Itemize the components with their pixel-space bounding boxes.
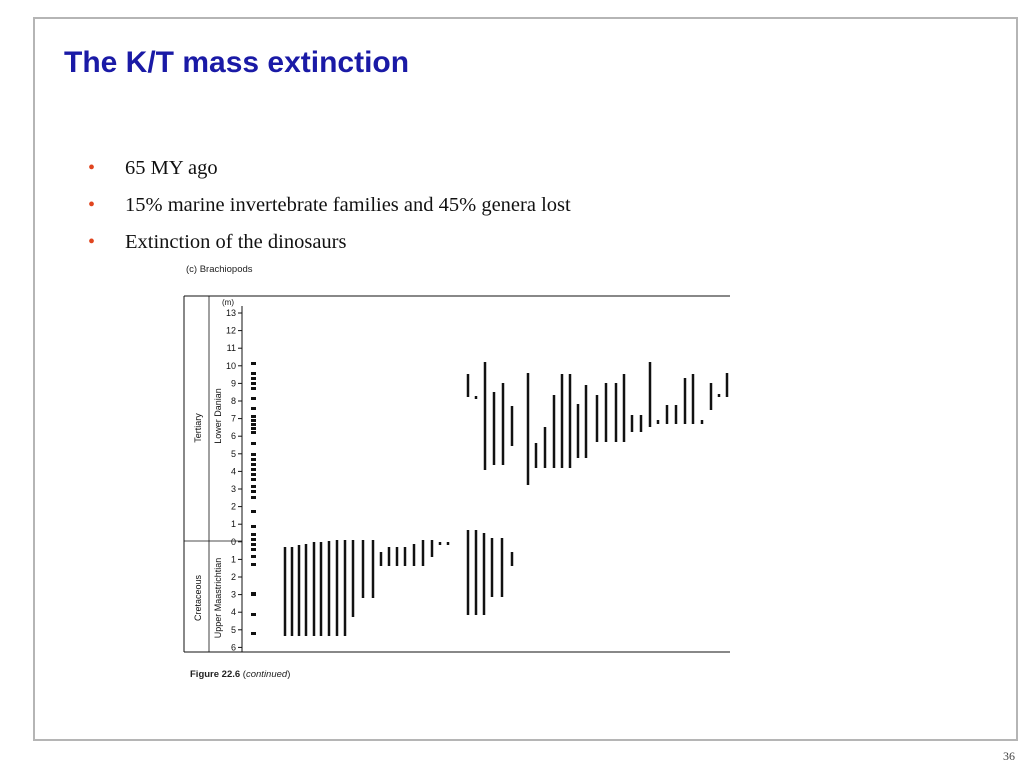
bullet-text: 15% marine invertebrate families and 45%… [125, 194, 571, 216]
figure-heading: (c) Brachiopods [186, 264, 253, 275]
period-label-tertiary: Tertiary [193, 413, 203, 443]
depth-tick-label: 5 [231, 625, 236, 635]
bullet-item: • 65 MY ago [88, 156, 571, 193]
tertiary-ranges [466, 362, 729, 485]
bullet-item: • Extinction of the dinosaurs [88, 230, 571, 267]
depth-tick-label: 1 [231, 554, 236, 564]
depth-tick-label: 4 [231, 607, 236, 617]
depth-tick-label: 6 [231, 642, 236, 652]
figure-caption-note: continued [245, 669, 288, 680]
period-label-cretaceous: Cretaceous [193, 574, 203, 621]
depth-tick-label: 4 [231, 466, 236, 476]
bullet-dot-icon: • [88, 157, 96, 179]
slide-title: The K/T mass extinction [64, 46, 410, 79]
bullet-dot-icon: • [88, 194, 96, 216]
depth-tick-label: 7 [231, 414, 236, 424]
depth-tick-label: 8 [231, 396, 236, 406]
depth-tick-label: 3 [231, 590, 236, 600]
bullet-dot-icon: • [88, 231, 96, 253]
stage-label-lower-danian: Lower Danian [213, 388, 223, 444]
bullet-text: Extinction of the dinosaurs [125, 231, 347, 253]
depth-tick-label: 11 [227, 343, 236, 353]
figure-caption-label: Figure 22.6 [190, 669, 241, 680]
slide-frame [33, 17, 1018, 741]
sample-markers [251, 362, 256, 635]
slide-number: 36 [1003, 749, 1015, 763]
depth-tick-label: 6 [231, 431, 236, 441]
depth-tick-label: 13 [226, 308, 236, 318]
depth-tick-label: 9 [231, 378, 236, 388]
cretaceous-ranges [283, 530, 514, 636]
bullet-text: 65 MY ago [125, 157, 218, 179]
depth-tick-label: 12 [226, 326, 236, 336]
stage-label-upper-maastrichtian: Upper Maastrichtian [213, 558, 223, 639]
depth-tick-label: 10 [226, 361, 236, 371]
axis-unit-label: (m) [222, 298, 234, 307]
bullet-item: • 15% marine invertebrate families and 45… [88, 193, 571, 230]
depth-tick-label: 2 [231, 572, 236, 582]
depth-tick-label: 5 [231, 449, 236, 459]
depth-tick-label: 1 [231, 519, 236, 529]
depth-tick-label: 3 [231, 484, 236, 494]
depth-tick-label: 0 [231, 537, 236, 547]
figure-caption: Figure 22.6 (continued) [190, 669, 291, 680]
bullet-list: • 65 MY ago • 15% marine invertebrate fami… [88, 156, 571, 267]
depth-tick-label: 2 [231, 502, 236, 512]
